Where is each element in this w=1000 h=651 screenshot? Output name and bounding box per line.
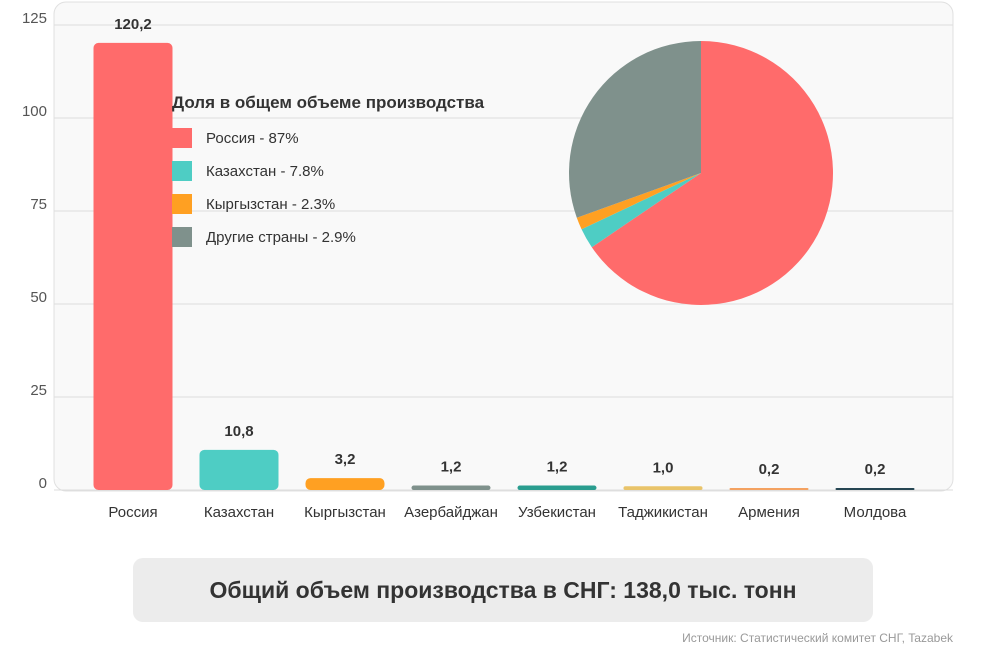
bar (835, 488, 915, 490)
legend-swatch (172, 128, 192, 148)
bar (305, 478, 385, 490)
bar (411, 485, 491, 490)
total-production-text: Общий объем производства в СНГ: 138,0 ты… (209, 576, 797, 603)
pie-chart (569, 41, 834, 305)
pie-slice (581, 173, 701, 248)
pie-legend: Доля в общем объеме производства Россия … (172, 93, 485, 247)
legend-label: Другие страны - 2.9% (206, 229, 356, 246)
total-production-box: Общий объем производства в СНГ: 138,0 ты… (133, 558, 873, 622)
bar-value-label: 120,2 (114, 16, 152, 33)
bar-value-label: 1,0 (653, 459, 674, 476)
y-axis: 0 25 50 75 100 125 (22, 10, 47, 492)
pie-slice (591, 41, 834, 305)
legend-label: Казахстан - 7.8% (206, 163, 324, 180)
y-tick-label: 100 (22, 103, 47, 120)
y-tick-label: 50 (30, 289, 47, 306)
legend-label: Кыргызстан - 2.3% (206, 196, 335, 213)
y-tick-label: 75 (30, 196, 47, 213)
legend-swatch (172, 227, 192, 247)
bar-value-label: 10,8 (224, 423, 253, 440)
bar (729, 488, 809, 490)
bar (199, 449, 279, 490)
legend-label: Россия - 87% (206, 130, 299, 147)
source-note: Источник: Статистический комитет СНГ, Ta… (682, 631, 953, 645)
pie-legend-title: Доля в общем объеме производства (172, 93, 485, 112)
bar (93, 42, 173, 491)
grid-lines (54, 24, 953, 491)
x-category-label: Казахстан (204, 504, 274, 521)
x-category-label: Армения (738, 504, 800, 521)
y-tick-label: 25 (30, 382, 47, 399)
x-category-label: Кыргызстан (304, 504, 386, 521)
y-tick-label: 125 (22, 10, 47, 27)
bar-value-label: 0,2 (865, 461, 886, 478)
bar-value-label: 3,2 (335, 451, 356, 468)
x-category-label: Россия (108, 504, 157, 521)
bar-value-label: 1,2 (441, 459, 462, 476)
legend-swatch (172, 194, 192, 214)
x-category-label: Молдова (844, 504, 907, 521)
x-category-label: Узбекистан (518, 504, 596, 521)
bar-value-label: 1,2 (547, 459, 568, 476)
bar (623, 486, 703, 490)
bars: 120,2 Россия 10,8 Казахстан 3,2 Кыргызстан 1,2… (93, 16, 915, 521)
y-tick-label: 0 (39, 475, 47, 492)
bar (517, 485, 597, 490)
pie-slice (576, 173, 701, 230)
bar-value-label: 0,2 (759, 461, 780, 478)
x-category-label: Азербайджан (404, 504, 498, 521)
x-category-label: Таджикистан (618, 504, 708, 521)
legend-swatch (172, 161, 192, 181)
pie-slice (569, 41, 701, 218)
